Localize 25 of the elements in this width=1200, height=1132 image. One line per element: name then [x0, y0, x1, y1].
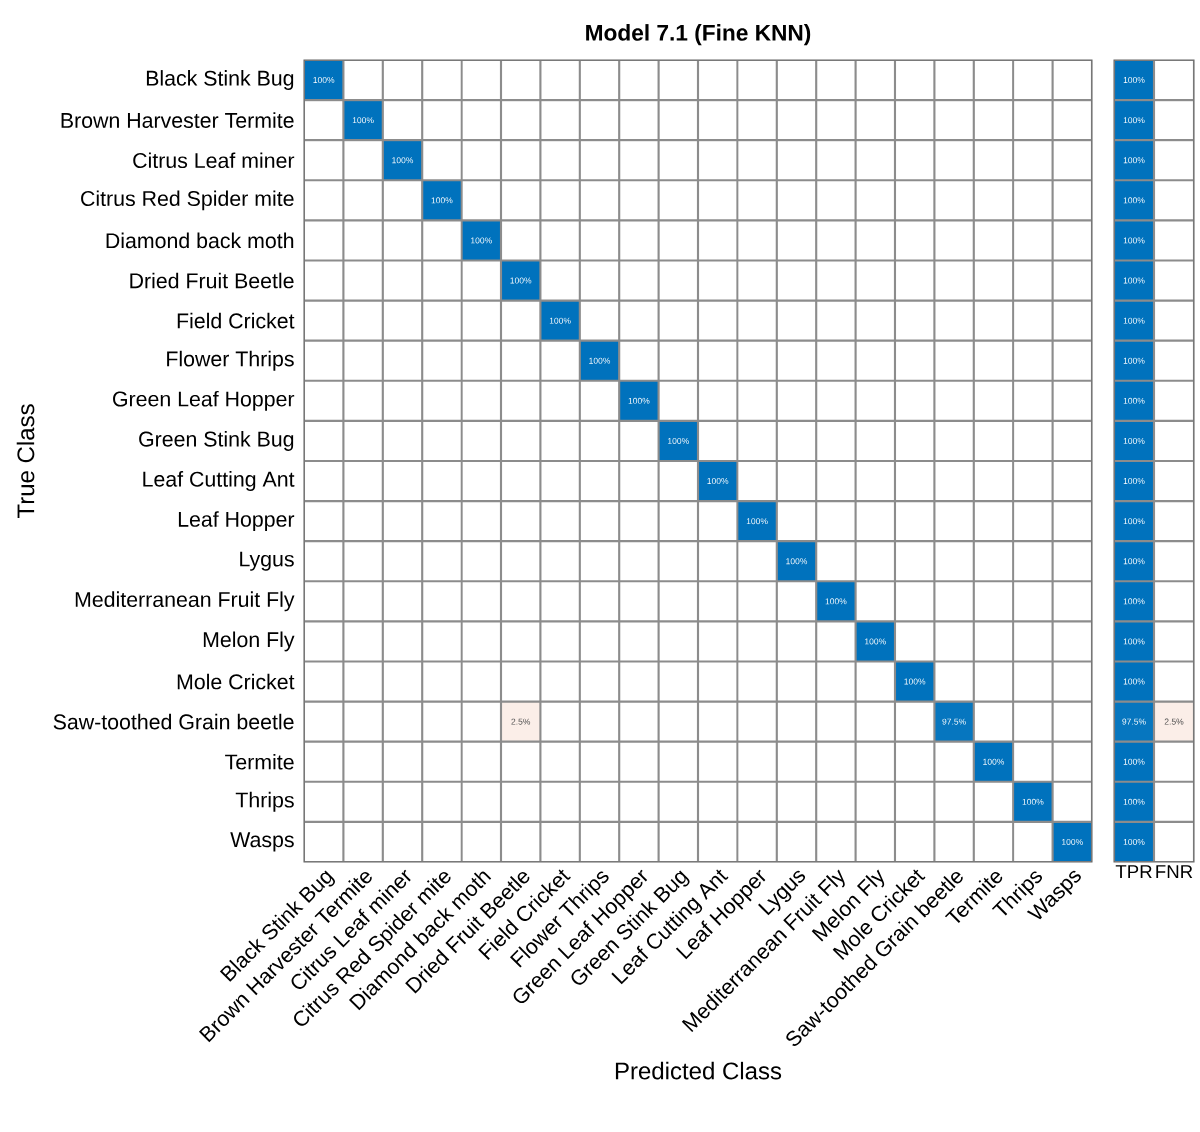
x-tick-label: FNR: [1156, 865, 1193, 879]
y-tick-label: Black Stink Bug: [146, 70, 294, 90]
y-tick-label: Citrus Leaf miner: [133, 152, 295, 169]
y-tick-label: Lygus: [240, 551, 294, 571]
y-tick-label: Mediterranean Fruit Fly: [75, 591, 295, 612]
chart-title: Model 7.1 (Fine KNN): [586, 24, 811, 46]
y-tick-label: Green Stink Bug: [139, 430, 294, 451]
y-tick-label: Field Cricket: [177, 312, 295, 329]
y-tick-label: Green Leaf Hopper: [113, 390, 295, 411]
y-tick-label: Melon Fly: [203, 631, 295, 652]
y-tick-label: Thrips: [235, 791, 294, 812]
y-tick-label: Flower Thrips: [167, 350, 294, 371]
y-tick-label: Termite: [225, 753, 294, 770]
x-axis-title: Predicted Class: [615, 1061, 782, 1080]
y-tick-label: Wasps: [230, 832, 294, 852]
y-tick-label: Brown Harvester Termite: [61, 112, 294, 128]
y-tick-label: Diamond back moth: [106, 232, 294, 249]
y-axis-title: True Class: [16, 404, 35, 519]
x-tick-label: TPR: [1115, 865, 1152, 879]
y-tick-label: Dried Fruit Beetle: [130, 272, 294, 289]
y-tick-label: Leaf Hopper: [178, 511, 295, 532]
y-tick-label: Citrus Red Spider mite: [81, 190, 294, 211]
y-tick-label: Leaf Cutting Ant: [143, 471, 295, 491]
y-tick-label: Mole Cricket: [177, 673, 295, 690]
y-tick-label: Saw-toothed Grain beetle: [53, 713, 294, 730]
